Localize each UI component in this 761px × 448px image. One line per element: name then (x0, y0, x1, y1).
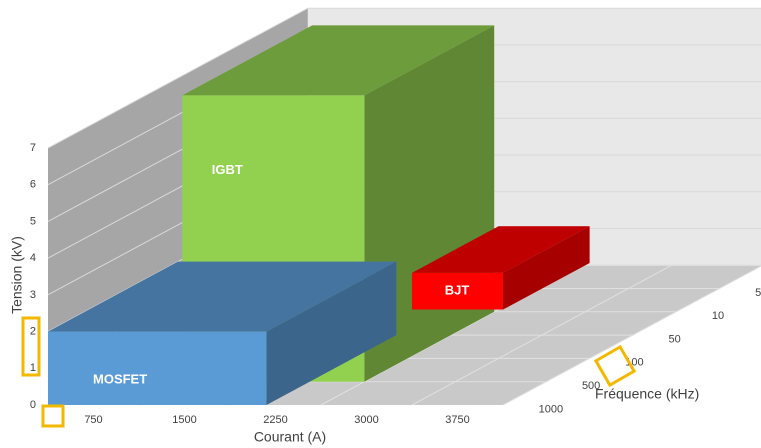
highlight (21, 316, 41, 377)
block-label: BJT (445, 283, 470, 298)
z-tick-label: 500 (582, 380, 600, 392)
block-side (266, 261, 397, 405)
block-top (412, 226, 590, 273)
x-tick-label: 750 (84, 414, 102, 426)
block-top (48, 261, 397, 332)
y-tick-label: 3 (30, 289, 36, 301)
block-top (182, 25, 495, 96)
block-side-shade (503, 226, 590, 310)
block: BJT (412, 226, 590, 310)
z-tick-label: 50 (669, 333, 681, 345)
x-tick-label: 1500 (172, 414, 196, 426)
block-top-shade (48, 261, 397, 332)
block-label: MOSFET (93, 372, 147, 387)
y-tick-label: 1 (30, 362, 36, 374)
z-axis-title: Fréquence (kHz) (595, 386, 699, 402)
block-side-shade (266, 261, 397, 405)
block: MOSFET (48, 261, 397, 405)
z-tick-label: 5 (755, 287, 761, 299)
z-tick-label: 10 (712, 310, 724, 322)
grid-line (47, 7, 761, 149)
block-front (48, 331, 267, 405)
y-tick-label: 7 (30, 142, 36, 154)
block-front (412, 272, 503, 310)
z-tick-label: 1000 (539, 403, 563, 415)
y-axis-title: Tension (kV) (9, 236, 25, 314)
y-tick-label: 0 (30, 399, 36, 411)
y-tick-label: 5 (30, 215, 36, 227)
block-top-shade (412, 226, 590, 273)
highlight (593, 344, 637, 388)
block-top-shade (182, 25, 495, 96)
y-tick-label: 6 (30, 179, 36, 191)
boxes: IGBT BJT MOSFET (48, 25, 590, 405)
block-side (503, 226, 590, 310)
block-label: IGBT (212, 162, 243, 177)
highlight (41, 404, 65, 428)
x-tick-label: 2250 (263, 414, 287, 426)
x-tick-label: 3000 (354, 414, 378, 426)
y-tick-label: 2 (30, 325, 36, 337)
y-tick-label: 4 (30, 252, 36, 264)
x-axis-title: Courant (A) (254, 429, 326, 445)
x-tick-label: 3750 (445, 414, 469, 426)
